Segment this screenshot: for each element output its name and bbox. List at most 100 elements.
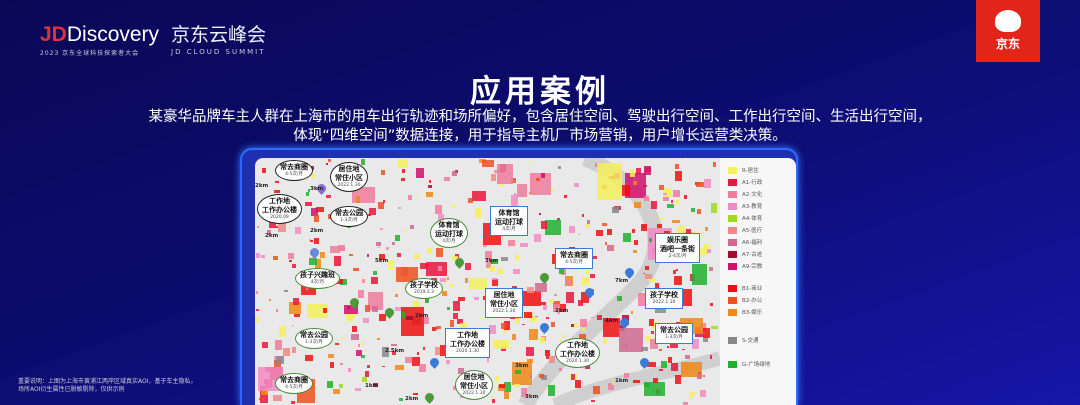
land-parcel bbox=[670, 200, 673, 203]
land-parcel bbox=[442, 291, 447, 297]
land-parcel bbox=[452, 312, 459, 320]
land-parcel bbox=[630, 170, 635, 177]
land-parcel bbox=[489, 260, 494, 265]
land-parcel bbox=[539, 337, 546, 343]
logo-subtitle: 2023 京东全球科技探索者大会 bbox=[40, 50, 140, 57]
land-parcel bbox=[579, 318, 588, 327]
legend-label: B2-办公 bbox=[742, 298, 763, 304]
land-parcel bbox=[521, 324, 525, 326]
callout-label: 体育馆 运动打球 bbox=[495, 209, 523, 226]
land-parcel bbox=[569, 225, 575, 234]
land-parcel bbox=[336, 278, 343, 285]
land-parcel bbox=[581, 291, 589, 303]
land-use-map: 常去商圈 4-5次/月 居住地 常住小区 2022.1.30 工作地 工作办公楼 2020… bbox=[255, 158, 720, 405]
legend-item: A1-行政 bbox=[728, 176, 796, 188]
land-parcel bbox=[262, 341, 269, 348]
land-parcel bbox=[444, 177, 451, 181]
summit-en: JD CLOUD SUMMIT bbox=[171, 48, 266, 56]
land-parcel bbox=[573, 322, 579, 329]
land-parcel bbox=[657, 223, 662, 229]
land-parcel bbox=[362, 278, 366, 283]
land-parcel bbox=[485, 251, 493, 260]
land-parcel bbox=[520, 388, 528, 398]
land-parcel bbox=[489, 266, 495, 273]
land-parcel bbox=[334, 255, 342, 266]
land-parcel bbox=[527, 358, 534, 364]
land-parcel bbox=[590, 274, 595, 278]
land-parcel bbox=[644, 165, 651, 176]
land-parcel bbox=[564, 195, 568, 198]
land-parcel bbox=[412, 357, 421, 366]
land-parcel bbox=[677, 225, 685, 236]
land-parcel bbox=[606, 244, 614, 252]
land-parcel bbox=[560, 338, 563, 342]
land-parcel bbox=[595, 229, 604, 236]
land-parcel bbox=[293, 297, 300, 306]
land-parcel bbox=[649, 318, 655, 326]
land-parcel bbox=[381, 346, 390, 357]
land-parcel bbox=[467, 197, 473, 204]
distance-label: 2km bbox=[255, 183, 269, 189]
legend-label: G-广场绿地 bbox=[742, 362, 771, 368]
land-parcel bbox=[582, 277, 589, 286]
land-parcel bbox=[422, 347, 426, 350]
land-parcel bbox=[542, 305, 548, 310]
land-parcel bbox=[618, 327, 644, 353]
land-parcel bbox=[688, 391, 695, 398]
land-parcel bbox=[410, 225, 414, 230]
map-callout: 工作地 工作办公楼 2020.1.30 bbox=[555, 338, 600, 368]
legend-label: S-交通 bbox=[742, 338, 759, 344]
distance-label: 1km bbox=[365, 383, 379, 389]
land-parcel bbox=[343, 304, 359, 314]
land-parcel bbox=[703, 328, 711, 339]
legend-swatch bbox=[728, 190, 737, 198]
land-parcel bbox=[707, 248, 711, 253]
land-parcel bbox=[696, 182, 704, 187]
legend-swatch bbox=[728, 214, 737, 222]
land-parcel bbox=[644, 265, 650, 270]
legend-item: B2-办公 bbox=[728, 294, 796, 306]
land-parcel bbox=[672, 270, 677, 275]
legend-swatch bbox=[728, 166, 737, 174]
land-parcel bbox=[339, 278, 348, 286]
land-parcel bbox=[465, 262, 471, 270]
land-parcel bbox=[570, 323, 574, 327]
land-parcel bbox=[371, 306, 379, 312]
land-parcel bbox=[503, 329, 507, 334]
land-parcel bbox=[608, 382, 615, 391]
land-parcel bbox=[313, 214, 319, 222]
land-parcel bbox=[387, 265, 394, 269]
legend-swatch bbox=[728, 226, 737, 234]
callout-detail: 2022.1.30 bbox=[652, 300, 676, 305]
land-parcel bbox=[341, 337, 344, 340]
land-parcel bbox=[605, 242, 608, 246]
map-callout: 居住地 常住小区 2022.1.30 bbox=[330, 162, 368, 192]
land-parcel bbox=[306, 288, 309, 291]
legend-swatch bbox=[728, 250, 737, 258]
land-parcel bbox=[382, 365, 385, 367]
land-parcel bbox=[323, 308, 327, 314]
land-parcel bbox=[540, 221, 547, 229]
land-parcel bbox=[309, 239, 313, 242]
distance-label: 2.5km bbox=[385, 348, 405, 354]
land-parcel bbox=[402, 169, 406, 173]
land-parcel bbox=[554, 294, 557, 297]
land-parcel bbox=[413, 301, 421, 307]
land-parcel bbox=[260, 393, 268, 404]
map-callout: 常去公园 1-3次/月 bbox=[295, 328, 333, 349]
legend-label: A1-行政 bbox=[742, 180, 763, 186]
land-parcel bbox=[360, 341, 365, 347]
map-callout: 体育馆 运动打球 4次/月 bbox=[490, 206, 528, 236]
land-parcel bbox=[330, 362, 335, 368]
land-parcel bbox=[377, 247, 381, 249]
land-parcel bbox=[326, 381, 334, 389]
land-parcel bbox=[294, 313, 301, 318]
land-parcel bbox=[603, 337, 608, 344]
map-legend: R-居住 A1-行政 A2-文化 A3-教育 A4-体育 A5-医疗 A6-福利 A7-古迹 A… bbox=[720, 158, 796, 405]
land-parcel bbox=[525, 347, 534, 357]
land-parcel bbox=[386, 247, 389, 250]
land-parcel bbox=[434, 347, 441, 356]
land-parcel bbox=[510, 195, 519, 207]
land-parcel bbox=[426, 262, 447, 276]
land-parcel bbox=[406, 315, 414, 321]
